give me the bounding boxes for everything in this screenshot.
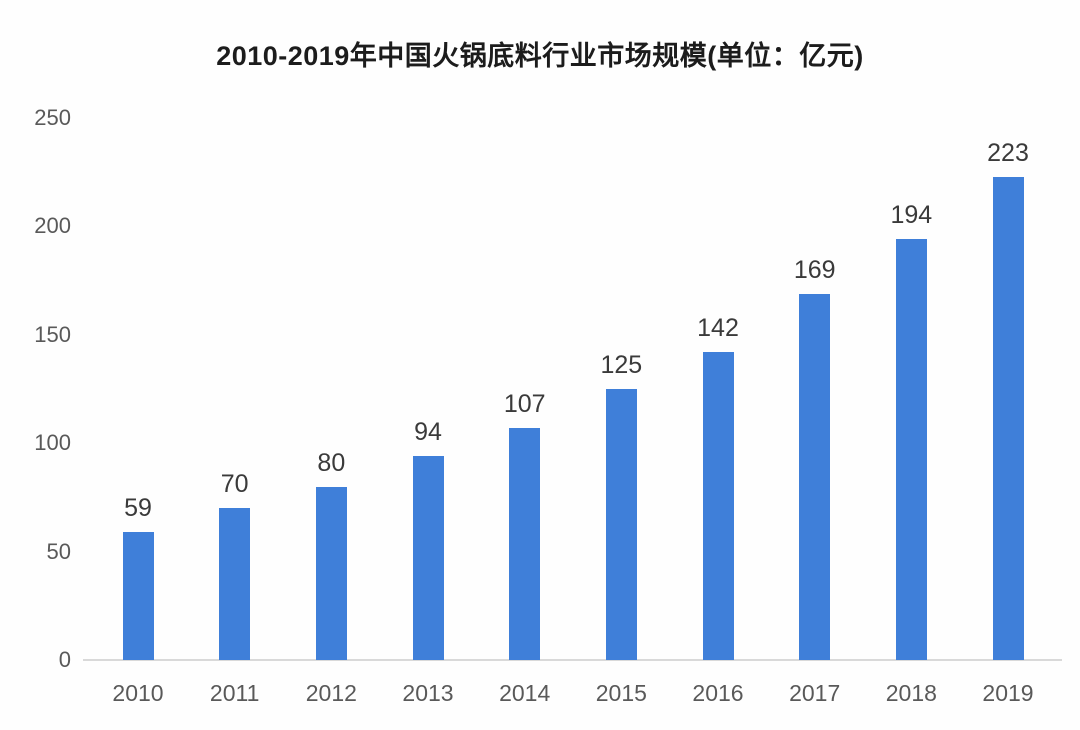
x-axis-tick-label: 2016 xyxy=(692,680,744,706)
y-axis-tick-label: 50 xyxy=(46,538,71,564)
bar-value-label: 70 xyxy=(220,470,249,499)
x-axis-tick-label: 2014 xyxy=(499,680,551,706)
chart-title: 2010-2019年中国火锅底料行业市场规模(单位：亿元) xyxy=(216,41,864,71)
bar-value-label: 94 xyxy=(414,418,442,447)
bar-2016 xyxy=(702,352,734,660)
bar-2013 xyxy=(412,456,444,660)
x-axis-tick-label: 2015 xyxy=(595,680,647,706)
x-axis-tick-label: 2011 xyxy=(209,680,260,706)
y-axis-tick-label: 0 xyxy=(58,647,71,672)
bar-2010 xyxy=(122,532,154,660)
x-axis-tick-label: 2017 xyxy=(789,680,841,706)
bar-value-label: 59 xyxy=(124,494,152,523)
bar-2011 xyxy=(219,508,251,660)
bar-2012 xyxy=(315,486,347,660)
bar-2019 xyxy=(992,176,1024,660)
y-axis-tick-label: 150 xyxy=(34,321,71,347)
x-axis-tick-label: 2018 xyxy=(885,680,937,706)
x-axis-line xyxy=(83,659,1062,661)
y-axis-tick-label: 100 xyxy=(34,430,71,456)
bar-2015 xyxy=(605,389,637,660)
y-axis-tick-label: 250 xyxy=(34,105,71,130)
bar-value-label: 80 xyxy=(317,448,346,477)
bar-value-label: 223 xyxy=(987,138,1029,167)
bar-2017 xyxy=(799,293,831,660)
x-axis-tick-label: 2013 xyxy=(402,680,454,706)
x-axis-tick-label: 2012 xyxy=(305,680,357,706)
bar-2018 xyxy=(895,239,927,660)
y-axis-tick-label: 200 xyxy=(34,213,71,239)
plot-area: 0 50 100 150 200 250 59 2010 70 2011 80 2012 94 2013… xyxy=(34,105,1062,706)
bar-value-label: 142 xyxy=(697,314,739,343)
bar-value-label: 107 xyxy=(503,390,546,419)
bar-2014 xyxy=(509,428,541,660)
x-axis-tick-label: 2010 xyxy=(112,680,164,706)
bar-value-label: 125 xyxy=(600,351,643,379)
bar-value-label: 169 xyxy=(793,255,836,284)
bar-value-label: 194 xyxy=(890,201,933,230)
x-axis-tick-label: 2019 xyxy=(982,680,1034,706)
